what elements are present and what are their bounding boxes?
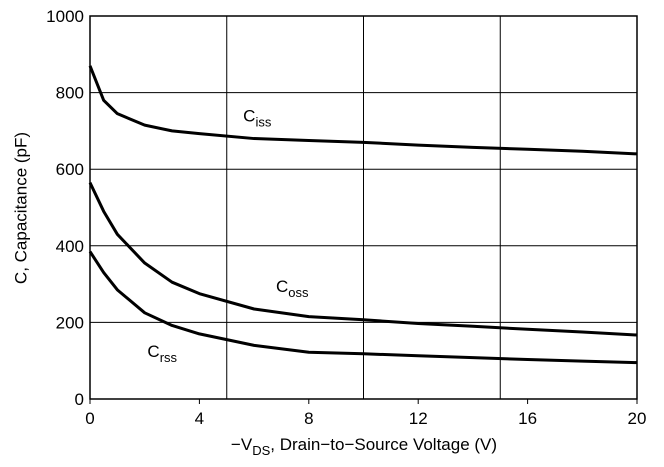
x-tick-label: 12	[409, 409, 428, 428]
x-tick-label: 4	[195, 409, 204, 428]
plot-frame	[89, 15, 638, 400]
y-tick-label: 1000	[46, 7, 84, 26]
series-label-sub: oss	[288, 285, 309, 300]
y-tick-label: 800	[56, 84, 84, 103]
x-axis-label: −VDS, Drain−to−Source Voltage (V)	[231, 435, 497, 458]
x-tick-label: 0	[85, 409, 94, 428]
x-label-sub: DS	[252, 443, 270, 458]
y-tick-label: 400	[56, 237, 84, 256]
series-line	[88, 181, 638, 337]
x-label-main: −V	[231, 435, 253, 454]
series-label-main: C	[147, 342, 159, 361]
y-tick-label: 600	[56, 160, 84, 179]
x-tick-label: 8	[304, 409, 313, 428]
y-tick-label: 200	[56, 313, 84, 332]
x-label-rest: , Drain−to−Source Voltage (V)	[270, 435, 497, 454]
y-axis-label: C, Capacitance (pF)	[11, 132, 30, 284]
series-label-sub: iss	[255, 114, 271, 129]
series-line	[88, 250, 638, 365]
y-tick-label: 0	[75, 390, 84, 409]
series-label: Crss	[147, 342, 177, 365]
x-tick-label: 16	[518, 409, 537, 428]
series-label-main: C	[276, 277, 288, 296]
x-tick-label: 20	[628, 409, 647, 428]
series-label-sub: rss	[160, 350, 178, 365]
series-label-main: C	[243, 106, 255, 125]
series-line	[88, 65, 638, 156]
series-label: Coss	[276, 277, 309, 300]
series-label: Ciss	[243, 106, 272, 129]
